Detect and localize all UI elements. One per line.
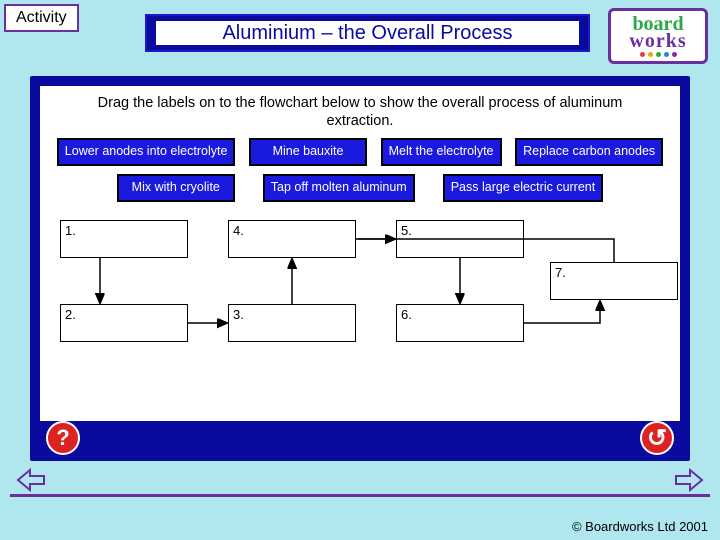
logo-dot	[640, 52, 645, 57]
logo-dot	[648, 52, 653, 57]
copyright-text: © Boardworks Ltd 2001	[572, 519, 708, 534]
chip-mix-cryolite[interactable]: Mix with cryolite	[117, 174, 235, 202]
logo-dot	[672, 52, 677, 57]
next-slide-button[interactable]	[674, 468, 714, 492]
chip-melt-electrolyte[interactable]: Melt the electrolyte	[381, 138, 502, 166]
chip-row-1: Lower anodes into electrolyte Mine bauxi…	[40, 134, 680, 170]
activity-stage: Drag the labels on to the flowchart belo…	[30, 76, 690, 461]
title-bar: Aluminium – the Overall Process	[145, 14, 590, 52]
flowchart-area: 1. 4. 5. 2. 3. 6. 7.	[40, 212, 680, 387]
flow-arrows	[40, 212, 680, 387]
activity-tab: Activity	[4, 4, 79, 32]
logo-dots	[640, 52, 677, 57]
chip-tap-molten[interactable]: Tap off molten aluminum	[263, 174, 415, 202]
help-button[interactable]: ?	[46, 421, 80, 455]
chip-row-2: Mix with cryolite Tap off molten aluminu…	[40, 170, 680, 206]
chip-lower-anodes[interactable]: Lower anodes into electrolyte	[57, 138, 236, 166]
divider	[10, 494, 710, 497]
chip-replace-anodes[interactable]: Replace carbon anodes	[515, 138, 663, 166]
prev-slide-button[interactable]	[6, 468, 46, 492]
instruction-text: Drag the labels on to the flowchart belo…	[40, 86, 680, 134]
reset-button[interactable]: ↺	[640, 421, 674, 455]
chip-pass-current[interactable]: Pass large electric current	[443, 174, 604, 202]
page-title: Aluminium – the Overall Process	[156, 21, 579, 45]
logo-dot	[664, 52, 669, 57]
activity-canvas: Drag the labels on to the flowchart belo…	[40, 86, 680, 421]
logo: board works	[608, 8, 708, 64]
logo-line2: works	[629, 33, 686, 50]
chip-mine-bauxite[interactable]: Mine bauxite	[249, 138, 367, 166]
logo-dot	[656, 52, 661, 57]
